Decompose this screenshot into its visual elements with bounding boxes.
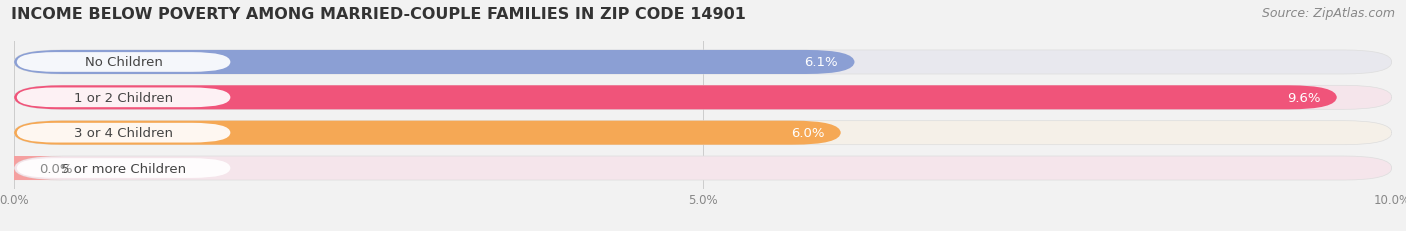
FancyBboxPatch shape [17,53,231,73]
Text: 3 or 4 Children: 3 or 4 Children [75,127,173,140]
Text: 6.1%: 6.1% [804,56,838,69]
Text: 1 or 2 Children: 1 or 2 Children [75,91,173,104]
FancyBboxPatch shape [14,51,855,75]
Text: 9.6%: 9.6% [1286,91,1320,104]
FancyBboxPatch shape [17,88,231,108]
Text: 5 or more Children: 5 or more Children [60,162,186,175]
FancyBboxPatch shape [0,156,62,180]
Text: 6.0%: 6.0% [790,127,824,140]
FancyBboxPatch shape [14,86,1337,110]
Text: No Children: No Children [84,56,163,69]
FancyBboxPatch shape [14,86,1392,110]
Text: INCOME BELOW POVERTY AMONG MARRIED-COUPLE FAMILIES IN ZIP CODE 14901: INCOME BELOW POVERTY AMONG MARRIED-COUPL… [11,7,747,22]
FancyBboxPatch shape [14,121,1392,145]
FancyBboxPatch shape [17,158,231,178]
Text: Source: ZipAtlas.com: Source: ZipAtlas.com [1261,7,1395,20]
FancyBboxPatch shape [14,51,1392,75]
FancyBboxPatch shape [14,156,1392,180]
FancyBboxPatch shape [14,121,841,145]
FancyBboxPatch shape [17,123,231,143]
Text: 0.0%: 0.0% [39,162,72,175]
